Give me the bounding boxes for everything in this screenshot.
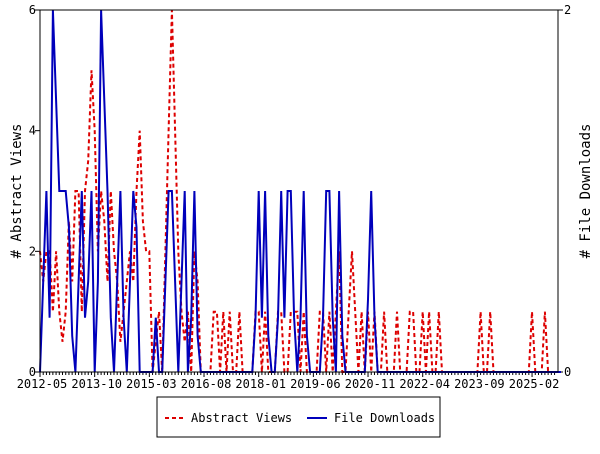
y2-tick-label: 2 [564,3,571,17]
y2-axis-label: # File Downloads [578,124,594,259]
x-tick-label: 2013-10 [71,377,122,391]
x-tick-labels: 2012-05 2013-10 2015-03 2016-08 2018-01 2019-… [17,377,560,391]
y-tick-label: 6 [29,3,36,17]
legend-label-file-downloads: File Downloads [334,411,435,425]
plot-frame [39,9,559,373]
x-tick-label: 2015-03 [126,377,177,391]
x-tick-label: 2022-04 [399,377,450,391]
y2-tick-label: 0 [564,365,571,379]
axis-ticks [35,9,563,377]
x-tick-label: 2020-11 [345,377,396,391]
x-tick-label: 2012-05 [17,377,68,391]
series-line-abstract-views [39,9,555,373]
legend: Abstract Views File Downloads [156,396,441,438]
y-tick-label: 0 [29,365,36,379]
x-tick-label: 2016-08 [181,377,232,391]
x-tick-label: 2018-01 [235,377,286,391]
series-line-file-downloads [39,9,561,373]
x-tick-label: 2019-06 [290,377,341,391]
y-axis-label: # Abstract Views [9,124,25,259]
series-lines [39,9,561,373]
y-tick-labels: 0 2 4 6 [29,3,36,379]
y-tick-label: 2 [29,244,36,258]
y-tick-label: 4 [29,124,36,138]
legend-label-abstract-views: Abstract Views [191,411,292,425]
x-tick-label: 2023-09 [454,377,505,391]
x-tick-label: 2025-02 [509,377,560,391]
y2-tick-labels: 02 [564,3,571,379]
